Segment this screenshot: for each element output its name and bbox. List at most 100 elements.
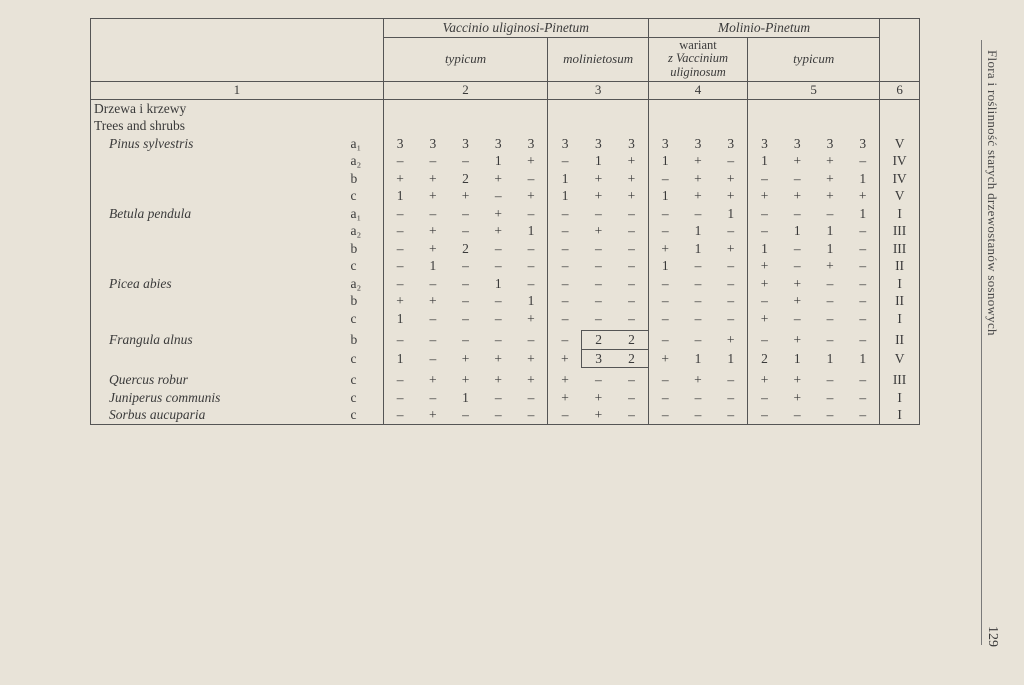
- table-cell: +: [482, 205, 515, 223]
- table-cell: –: [714, 310, 747, 328]
- table-cell: –: [648, 275, 681, 293]
- table-cell: 3: [682, 135, 715, 153]
- table-cell: +: [548, 349, 582, 368]
- table-cell: +: [416, 292, 449, 310]
- table-cell: –: [548, 152, 582, 170]
- table-cell: +: [383, 170, 416, 188]
- table-cell: –: [383, 240, 416, 258]
- table-cell: V: [880, 135, 920, 153]
- table-cell: +: [615, 187, 648, 205]
- species-name: Picea abies: [91, 275, 348, 293]
- table-cell: 1: [748, 240, 781, 258]
- table-cell: +: [781, 275, 814, 293]
- table-cell: +: [582, 406, 615, 424]
- species-name: Quercus robur: [91, 371, 348, 389]
- table-cell: +: [416, 170, 449, 188]
- table-cell: –: [714, 292, 747, 310]
- table-cell: +: [781, 152, 814, 170]
- table-cell: –: [682, 389, 715, 407]
- table-cell: –: [582, 240, 615, 258]
- section-title-pl: Drzewa i krzewy: [91, 99, 384, 117]
- table-row: a₂–––1+–1+1+–1++–IV: [91, 152, 920, 170]
- table-cell: +: [781, 389, 814, 407]
- table-cell: –: [648, 170, 681, 188]
- table-cell: –: [748, 331, 781, 350]
- table-cell: +: [582, 389, 615, 407]
- table-cell: –: [416, 389, 449, 407]
- table-cell: –: [383, 406, 416, 424]
- table-cell: –: [482, 187, 515, 205]
- table-cell: –: [582, 257, 615, 275]
- table-cell: 3: [515, 135, 548, 153]
- table-cell: +: [515, 371, 548, 389]
- header-col6-blank: [880, 19, 920, 82]
- table-cell: +: [814, 187, 847, 205]
- table-cell: –: [748, 406, 781, 424]
- layer-label: c: [348, 371, 384, 389]
- layer-label: b: [348, 240, 384, 258]
- table-cell: –: [449, 310, 482, 328]
- table-cell: –: [846, 331, 879, 350]
- table-cell: 1: [548, 170, 582, 188]
- header-blank: [91, 19, 384, 82]
- table-cell: +: [714, 187, 747, 205]
- table-cell: –: [648, 222, 681, 240]
- table-cell: –: [846, 240, 879, 258]
- table-cell: 2: [748, 349, 781, 368]
- table-row: b++2+–1++–++––+1IV: [91, 170, 920, 188]
- table-cell: –: [648, 406, 681, 424]
- table-cell: –: [383, 389, 416, 407]
- table-cell: +: [814, 152, 847, 170]
- table-cell: 1: [383, 349, 416, 368]
- table-cell: 1: [548, 187, 582, 205]
- table-cell: –: [383, 275, 416, 293]
- table-cell: –: [682, 292, 715, 310]
- colnum-1: 1: [91, 81, 384, 99]
- species-name: [91, 292, 348, 310]
- table-cell: –: [648, 389, 681, 407]
- table-cell: +: [714, 331, 747, 350]
- table-cell: –: [548, 240, 582, 258]
- subheader-molinietosum: molinietosum: [548, 37, 648, 81]
- table-cell: –: [515, 170, 548, 188]
- table-cell: +: [615, 170, 648, 188]
- species-name: Betula pendula: [91, 205, 348, 223]
- table-cell: –: [515, 257, 548, 275]
- table-cell: 1: [682, 349, 715, 368]
- species-name: Juniperus communis: [91, 389, 348, 407]
- table-cell: +: [582, 222, 615, 240]
- layer-label: a₂: [348, 222, 384, 240]
- table-cell: 1: [814, 240, 847, 258]
- table-cell: +: [515, 187, 548, 205]
- table-cell: 1: [682, 222, 715, 240]
- table-cell: +: [814, 257, 847, 275]
- table-row: Betula pendulaa₁–––+––––––1–––1I: [91, 205, 920, 223]
- table-cell: –: [648, 371, 681, 389]
- table-row: c1–––+––––––+–––I: [91, 310, 920, 328]
- table-cell: –: [615, 275, 648, 293]
- colnum-6: 6: [880, 81, 920, 99]
- table-cell: +: [482, 349, 515, 368]
- table-cell: –: [416, 331, 449, 350]
- table-cell: –: [449, 257, 482, 275]
- wariant-line2: z Vaccinium: [668, 51, 728, 65]
- table-cell: +: [781, 331, 814, 350]
- table-cell: I: [880, 406, 920, 424]
- table-cell: 2: [449, 240, 482, 258]
- table-cell: –: [748, 389, 781, 407]
- table-cell: +: [449, 187, 482, 205]
- colnum-4: 4: [648, 81, 747, 99]
- species-name: [91, 152, 348, 170]
- subheader-typicum-1: typicum: [383, 37, 548, 81]
- table-cell: –: [682, 310, 715, 328]
- table-cell: –: [748, 205, 781, 223]
- table-row: c–1––––––1––+–+–II: [91, 257, 920, 275]
- table-cell: 3: [582, 135, 615, 153]
- table-row: b++––1–––––––+––II: [91, 292, 920, 310]
- table-cell: –: [814, 406, 847, 424]
- table-cell: –: [548, 406, 582, 424]
- table-cell: +: [582, 170, 615, 188]
- table-cell: –: [383, 331, 416, 350]
- layer-label: b: [348, 331, 384, 350]
- table-cell: 1: [482, 152, 515, 170]
